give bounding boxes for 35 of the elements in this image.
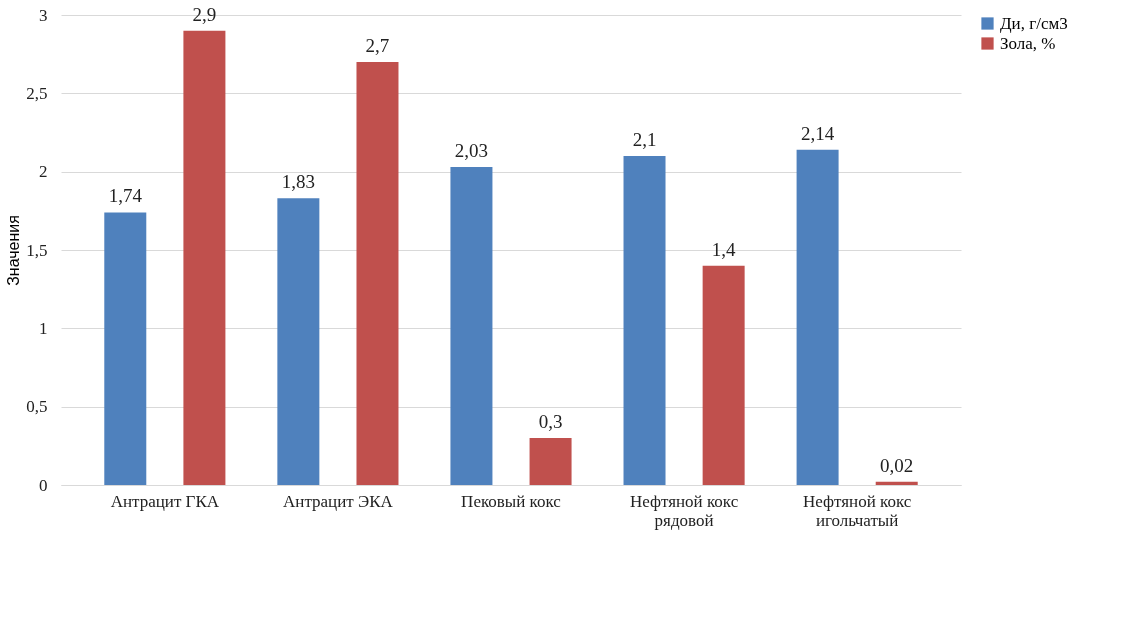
bar [277, 198, 320, 485]
data-label: 2,14 [800, 122, 835, 144]
data-label: 2,03 [454, 139, 489, 161]
data-label: 1,74 [108, 185, 143, 207]
bar [875, 481, 918, 485]
bar [450, 166, 493, 485]
x-tick-label: Антрацит ЭКА [283, 491, 394, 511]
bar [529, 438, 572, 485]
y-tick-label: 3 [39, 5, 48, 25]
bar [356, 62, 399, 485]
y-tick-label: 2 [39, 162, 48, 182]
bar [702, 265, 745, 485]
data-label: 2,9 [192, 3, 217, 25]
data-label: 2,1 [632, 129, 657, 150]
bar [183, 30, 226, 485]
y-tick-label: 2,5 [26, 83, 48, 103]
y-tick-label: 1,5 [26, 240, 48, 260]
x-tick-label: Нефтяной кокс рядовой [629, 491, 739, 530]
y-tick-label: 0 [39, 475, 48, 495]
legend-label: Ди, г/см3 [1000, 13, 1068, 33]
x-tick-label: Пековый кокс [461, 491, 562, 511]
bar [623, 156, 666, 485]
bar [104, 212, 147, 485]
data-label: 2,7 [365, 35, 390, 56]
x-tick-label: Антрацит ГКА [110, 491, 220, 511]
data-label: 1,4 [711, 238, 737, 260]
data-label: 0,02 [880, 454, 914, 476]
y-axis-title: Значения [5, 215, 23, 286]
y-tick-label: 1 [39, 318, 48, 338]
data-label: 0,3 [538, 411, 563, 432]
data-label: 1,83 [281, 171, 315, 193]
legend-label: Зола, % [1000, 33, 1056, 53]
x-tick-label: Нефтяной кокс игольчатый [803, 491, 912, 530]
y-tick-label: 0,5 [26, 397, 48, 417]
bar [796, 149, 839, 485]
